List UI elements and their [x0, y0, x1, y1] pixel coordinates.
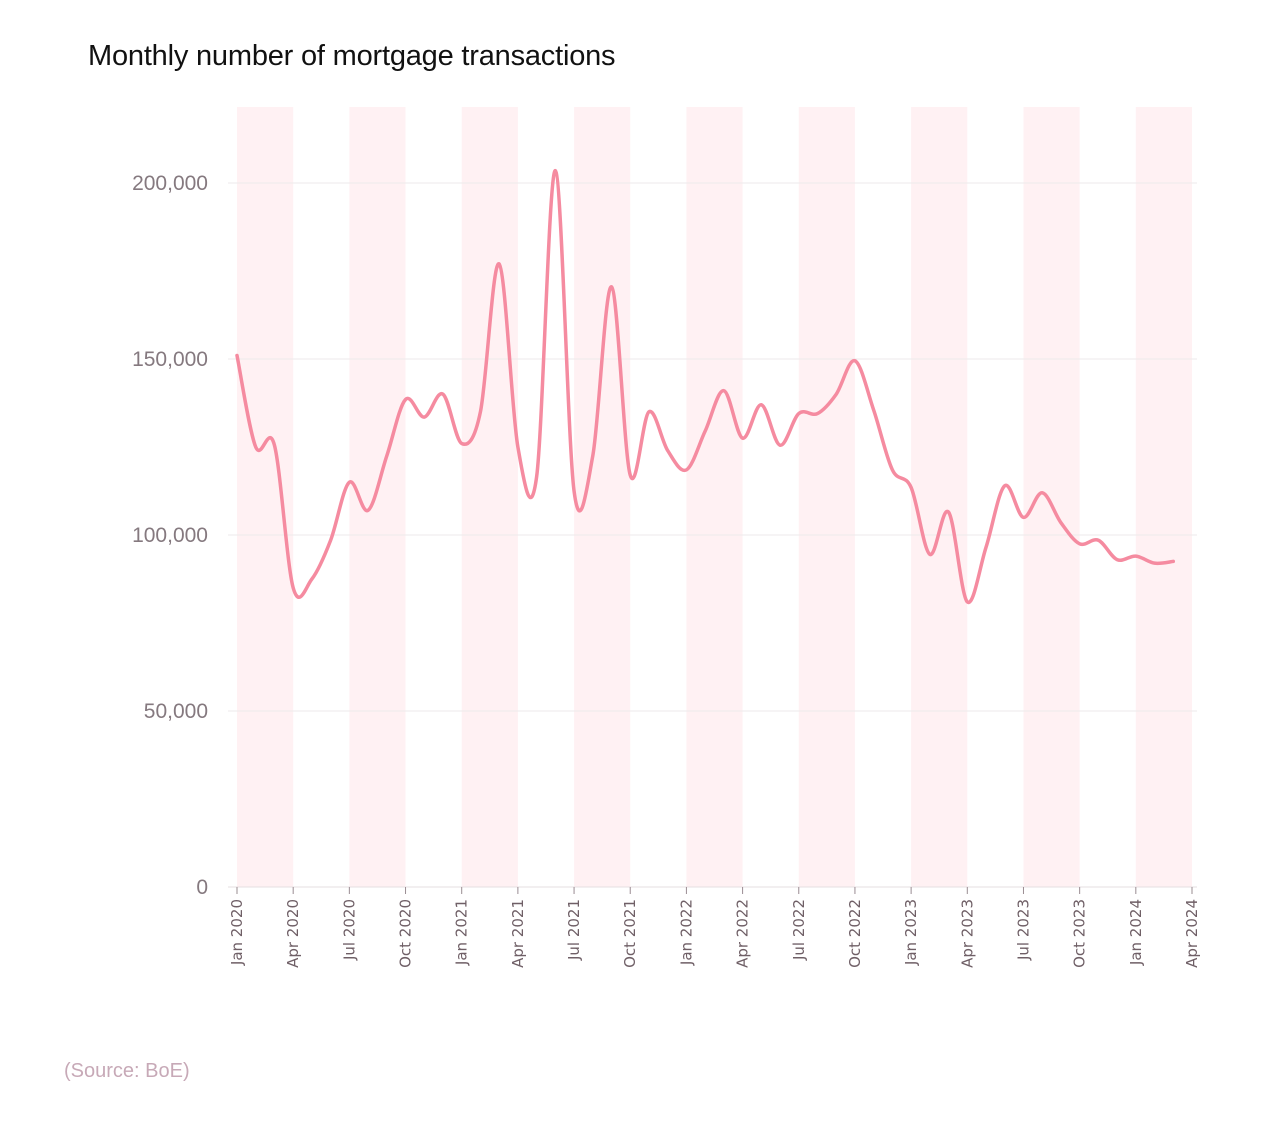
data-point [965, 600, 969, 604]
chart-title: Monthly number of mortgage transactions [88, 40, 616, 72]
data-point [703, 429, 707, 433]
data-point [1040, 491, 1044, 495]
data-point [684, 468, 688, 472]
quarter-band [237, 107, 294, 887]
data-point [572, 489, 576, 493]
data-point [909, 485, 913, 489]
x-tick-label: Jan 2024 [1127, 899, 1145, 966]
y-tick-label: 150,000 [132, 348, 208, 371]
x-tick-label: Jul 2021 [565, 899, 583, 961]
data-point [347, 480, 351, 484]
data-point [872, 408, 876, 412]
data-point [1171, 559, 1175, 563]
data-point [1134, 554, 1138, 558]
x-tick-label: Apr 2020 [284, 899, 302, 968]
data-point [497, 262, 501, 266]
data-point [1153, 561, 1157, 565]
y-tick-label: 100,000 [132, 524, 208, 547]
x-tick-label: Oct 2023 [1071, 899, 1089, 968]
y-tick-label: 0 [196, 876, 208, 899]
data-point [1059, 521, 1063, 525]
quarter-band [574, 107, 631, 887]
data-point [610, 285, 614, 289]
quarter-band [461, 107, 518, 887]
x-tick-label: Jul 2022 [790, 899, 808, 961]
quarter-band [798, 107, 855, 887]
data-point [1003, 484, 1007, 488]
x-tick-label: Oct 2020 [397, 899, 415, 968]
data-point [516, 445, 520, 449]
data-point [422, 415, 426, 419]
data-point [460, 441, 464, 445]
quarter-band [911, 107, 968, 887]
data-point [778, 443, 782, 447]
y-tick-label: 50,000 [144, 700, 208, 723]
source-note: (Source: BoE) [64, 1060, 190, 1082]
data-point [291, 586, 295, 590]
data-point [478, 410, 482, 414]
data-point [385, 454, 389, 458]
data-point [535, 475, 539, 479]
y-tick-label: 200,000 [132, 172, 208, 195]
x-tick-label: Jan 2020 [228, 899, 246, 966]
data-point [404, 397, 408, 401]
data-point [853, 359, 857, 363]
data-point [797, 412, 801, 416]
x-tick-label: Oct 2022 [846, 899, 864, 968]
data-point [647, 410, 651, 414]
x-tick-label: Jul 2023 [1014, 899, 1032, 961]
data-point [1096, 538, 1100, 542]
x-tick-label: Jan 2022 [677, 899, 695, 966]
data-point [815, 412, 819, 416]
data-point [366, 508, 370, 512]
data-point [741, 436, 745, 440]
data-point [666, 449, 670, 453]
quarter-band [686, 107, 743, 887]
data-point [272, 443, 276, 447]
x-tick-label: Jan 2021 [453, 899, 471, 966]
data-point [591, 454, 595, 458]
series-line [235, 168, 1176, 604]
x-tick-label: Oct 2021 [621, 899, 639, 968]
data-point [441, 392, 445, 396]
x-tick-label: Jul 2020 [340, 899, 358, 961]
x-tick-label: Apr 2021 [509, 899, 527, 968]
data-point [1078, 542, 1082, 546]
quarter-band [1023, 107, 1080, 887]
data-point [928, 552, 932, 556]
data-point [329, 538, 333, 542]
data-point [310, 577, 314, 581]
x-tick-label: Apr 2022 [734, 899, 752, 968]
data-point [235, 353, 239, 357]
data-point [722, 389, 726, 393]
data-point [628, 473, 632, 477]
x-tick-label: Apr 2023 [958, 899, 976, 968]
data-point [834, 392, 838, 396]
data-point [890, 468, 894, 472]
data-point [1021, 515, 1025, 519]
data-point [947, 510, 951, 514]
data-point [254, 445, 258, 449]
quarter-band [1135, 107, 1192, 887]
x-tick-label: Jan 2023 [902, 899, 920, 966]
data-point [553, 169, 557, 173]
data-point [1115, 558, 1119, 562]
data-point [984, 545, 988, 549]
x-tick-label: Apr 2024 [1183, 899, 1201, 968]
data-point [759, 403, 763, 407]
